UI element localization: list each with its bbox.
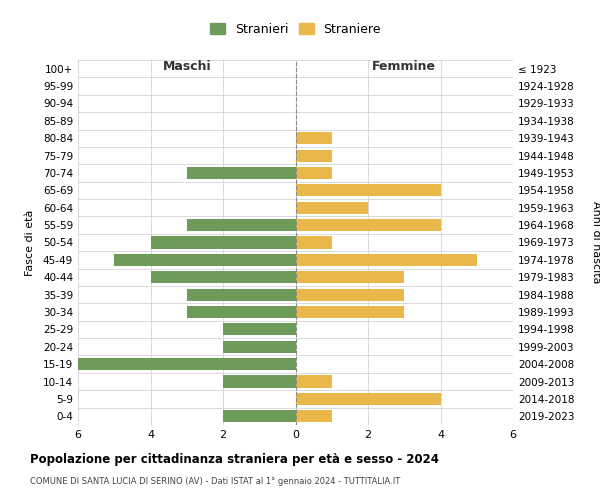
Bar bbox=[296, 132, 332, 144]
Bar bbox=[296, 167, 332, 179]
Bar bbox=[296, 271, 404, 283]
Bar bbox=[151, 271, 296, 283]
Bar bbox=[296, 202, 368, 214]
Bar bbox=[296, 410, 332, 422]
Bar bbox=[223, 410, 296, 422]
Y-axis label: Anni di nascita: Anni di nascita bbox=[591, 201, 600, 284]
Bar bbox=[223, 340, 296, 353]
Bar bbox=[296, 219, 440, 231]
Bar bbox=[296, 236, 332, 248]
Text: Popolazione per cittadinanza straniera per età e sesso - 2024: Popolazione per cittadinanza straniera p… bbox=[30, 452, 439, 466]
Bar bbox=[187, 306, 296, 318]
Bar bbox=[296, 393, 440, 405]
Bar bbox=[296, 288, 404, 300]
Bar bbox=[187, 167, 296, 179]
Bar bbox=[187, 219, 296, 231]
Legend: Stranieri, Straniere: Stranieri, Straniere bbox=[206, 19, 385, 40]
Bar bbox=[187, 288, 296, 300]
Y-axis label: Fasce di età: Fasce di età bbox=[25, 210, 35, 276]
Bar bbox=[223, 324, 296, 336]
Bar bbox=[296, 150, 332, 162]
Bar bbox=[296, 254, 477, 266]
Bar bbox=[296, 184, 440, 196]
Text: COMUNE DI SANTA LUCIA DI SERINO (AV) - Dati ISTAT al 1° gennaio 2024 - TUTTITALI: COMUNE DI SANTA LUCIA DI SERINO (AV) - D… bbox=[30, 478, 400, 486]
Bar bbox=[296, 306, 404, 318]
Bar bbox=[78, 358, 296, 370]
Text: Maschi: Maschi bbox=[163, 60, 211, 73]
Bar bbox=[296, 376, 332, 388]
Bar bbox=[114, 254, 296, 266]
Bar bbox=[223, 376, 296, 388]
Bar bbox=[151, 236, 296, 248]
Text: Femmine: Femmine bbox=[372, 60, 436, 73]
